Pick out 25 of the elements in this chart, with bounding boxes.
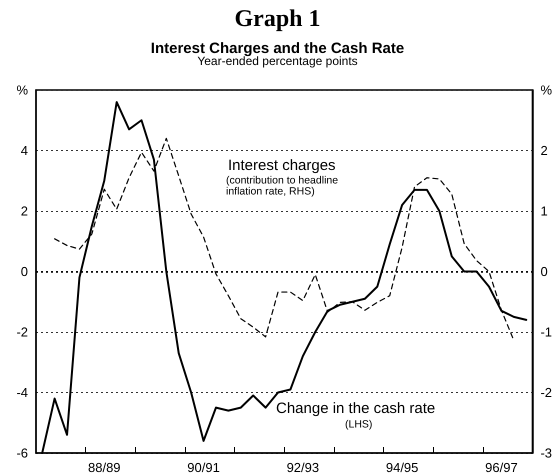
x-tick-label: 88/89 — [88, 460, 121, 475]
x-tick-label: 94/95 — [386, 460, 418, 475]
chart-title: Graph 1 — [234, 6, 321, 32]
y2-tick-label: -2 — [540, 385, 552, 400]
annotation: Change in the cash rate — [276, 400, 436, 417]
y2-tick-label: 2 — [540, 143, 548, 158]
x-tick-label: 96/97 — [485, 460, 518, 475]
y-tick-label: -2 — [16, 324, 28, 340]
y-tick-label: -4 — [16, 385, 28, 400]
y2-tick-label: 1 — [540, 204, 548, 218]
y-tick-label: 2 — [20, 204, 28, 218]
annotation: (LHS) — [345, 418, 372, 430]
x-tick-label: 92/93 — [286, 460, 320, 475]
y-tick-label: % — [16, 82, 28, 98]
y2-tick-label: -1 — [540, 324, 552, 340]
annotation: (contribution to headline inflation rate, RHS) — [226, 174, 341, 198]
y-tick-label: -6 — [16, 446, 28, 460]
y2-tick-label: % — [540, 82, 552, 98]
y-tick-label: 0 — [20, 264, 28, 279]
x-tick-label: 90/91 — [187, 460, 220, 475]
y2-tick-label: 0 — [540, 264, 548, 279]
y-tick-label: 4 — [20, 143, 28, 158]
annotation: Interest charges — [228, 157, 336, 174]
y2-tick-label: -3 — [540, 446, 552, 460]
chart-subtitle: Interest Charges and the Cash Rate — [150, 40, 404, 57]
